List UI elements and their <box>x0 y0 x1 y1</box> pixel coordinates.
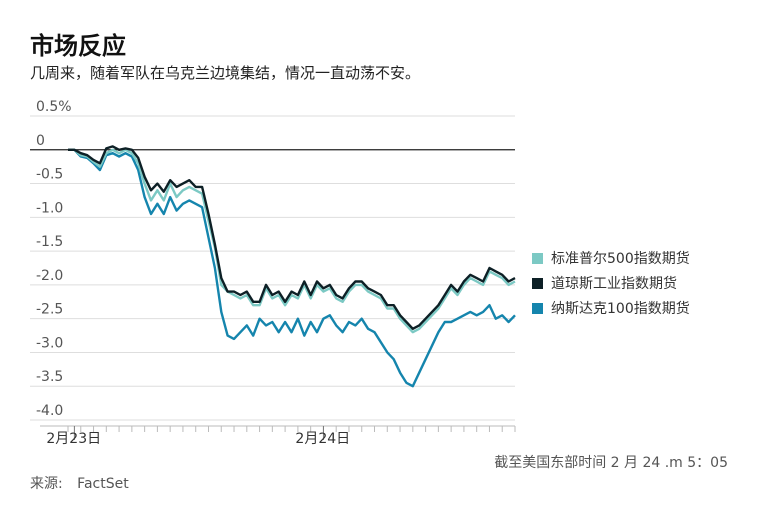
legend-label-dow: 道琼斯工业指数期货 <box>551 275 677 292</box>
y-tick-label: -3.5 <box>36 369 63 385</box>
series-line-sp500 <box>68 148 516 334</box>
source-name: FactSet <box>77 476 129 492</box>
timestamp-note: 截至美国东部时间 2 月 24 .m 5：05 <box>494 455 728 471</box>
source-line: 来源: FactSet <box>30 473 129 493</box>
series-line-nasdaq <box>68 148 516 388</box>
y-tick-label: 0 <box>36 133 45 149</box>
y-tick-label: -1.5 <box>36 234 63 250</box>
legend-label-sp500: 标准普尔500指数期货 <box>551 250 690 267</box>
legend-swatch-dow <box>532 278 543 289</box>
source-label: 来源: <box>30 476 63 492</box>
legend-label-nasdaq: 纳斯达克100指数期货 <box>551 300 690 317</box>
y-tick-label: -2.5 <box>36 302 63 318</box>
chart-subtitle: 几周来，随着军队在乌克兰边境集结，情况一直动荡不安。 <box>30 64 421 82</box>
y-tick-label: -2.0 <box>36 268 63 284</box>
y-tick-label: -0.5 <box>36 167 63 183</box>
x-tick-label: 2月24日 <box>295 431 350 447</box>
legend-swatch-nasdaq <box>532 303 543 314</box>
series-line-dow <box>68 145 516 330</box>
x-tick-label: 2月23日 <box>46 431 101 447</box>
y-tick-label: -1.0 <box>36 200 63 216</box>
chart-title: 市场反应 <box>30 32 126 60</box>
legend-swatch-sp500 <box>532 253 543 264</box>
y-tick-label: -3.0 <box>36 335 63 351</box>
y-tick-label: -4.0 <box>36 403 63 419</box>
y-tick-label: 0.5% <box>36 99 72 115</box>
